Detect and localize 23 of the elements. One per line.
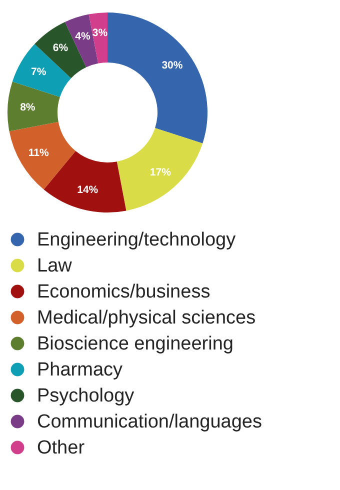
legend-label: Communication/languages xyxy=(37,412,262,432)
legend-label: Psychology xyxy=(37,386,135,406)
data-label: 17% xyxy=(150,166,172,179)
data-label: 30% xyxy=(162,59,184,72)
data-label: 7% xyxy=(31,66,47,78)
legend-label: Medical/physical sciences xyxy=(37,308,256,328)
legend-label: Law xyxy=(37,256,72,276)
legend-label: Bioscience engineering xyxy=(37,334,234,354)
legend-label: Engineering/technology xyxy=(37,230,236,250)
donut-slice xyxy=(9,122,76,190)
data-label: 14% xyxy=(77,184,99,196)
donut-slice xyxy=(108,12,208,144)
legend-label: Pharmacy xyxy=(37,360,124,380)
data-label: 4% xyxy=(75,30,92,42)
data-label: 8% xyxy=(20,101,36,114)
data-label: 3% xyxy=(92,26,108,39)
donut-slice xyxy=(116,128,203,211)
legend-label: Other xyxy=(37,438,86,458)
data-label: 6% xyxy=(52,42,69,54)
donut-slice xyxy=(12,44,72,98)
legend-label: Economics/business xyxy=(37,282,210,302)
donut-slice xyxy=(8,82,60,132)
data-label: 11% xyxy=(28,147,50,160)
